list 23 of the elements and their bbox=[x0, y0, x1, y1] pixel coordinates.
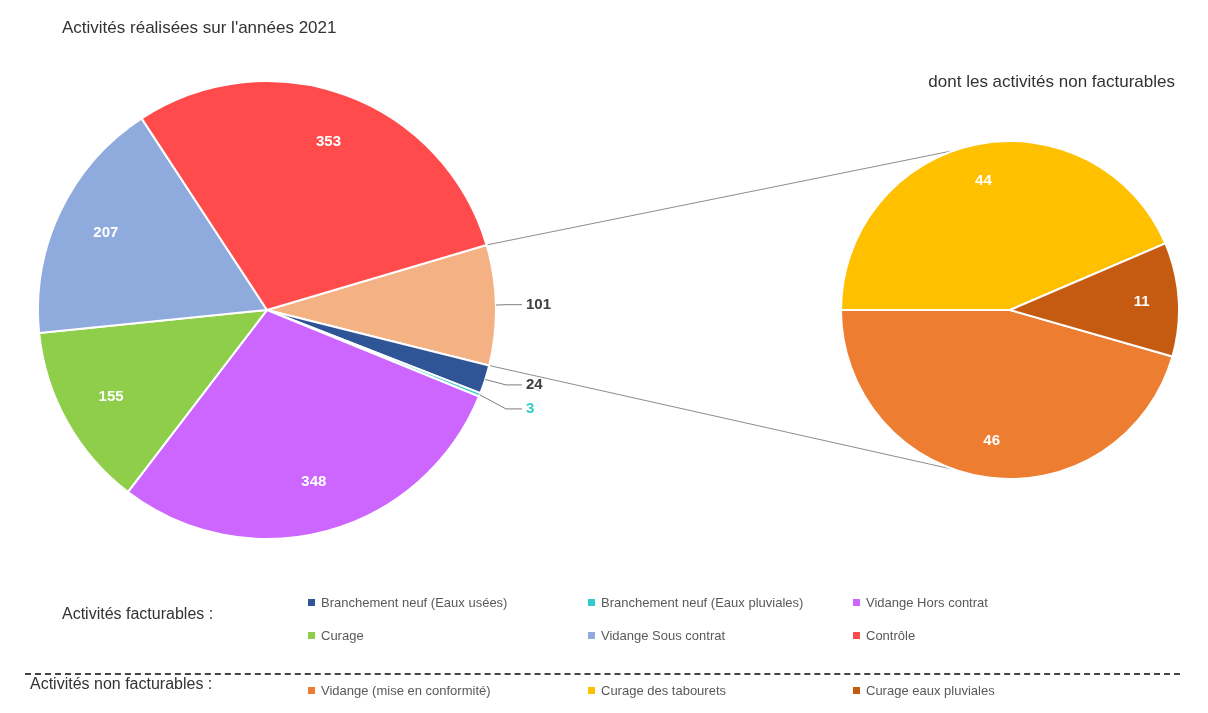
chart-title: Activités réalisées sur l'années 2021 bbox=[62, 18, 337, 38]
data-label: 353 bbox=[316, 132, 342, 150]
legend-label: Branchement neuf (Eaux pluviales) bbox=[601, 595, 804, 610]
data-label: 207 bbox=[93, 223, 119, 241]
data-label: 24 bbox=[526, 375, 544, 393]
data-label: 3 bbox=[526, 399, 535, 417]
legend-label: Vidange (mise en conformité) bbox=[321, 683, 491, 698]
legend-label: Curage des tabourets bbox=[601, 683, 727, 698]
data-label: 46 bbox=[983, 430, 1001, 448]
data-label: 44 bbox=[975, 171, 993, 189]
data-label: 348 bbox=[301, 472, 327, 490]
legend-label: Branchement neuf (Eaux usées) bbox=[321, 595, 508, 610]
legend-title: Activités facturables : bbox=[62, 605, 214, 623]
data-label: 155 bbox=[98, 387, 124, 405]
legend-label: Vidange Sous contrat bbox=[601, 628, 726, 643]
legend-label: Curage bbox=[321, 628, 364, 643]
data-label: 101 bbox=[526, 294, 552, 312]
data-label: 11 bbox=[1133, 291, 1150, 309]
legend-title: Activités non facturables : bbox=[30, 675, 213, 693]
legend-label: Contrôle bbox=[866, 628, 916, 643]
legend-label: Curage eaux pluviales bbox=[866, 683, 995, 698]
chart-title: dont les activités non facturables bbox=[928, 72, 1175, 92]
legend-label: Vidange Hors contrat bbox=[866, 595, 988, 610]
